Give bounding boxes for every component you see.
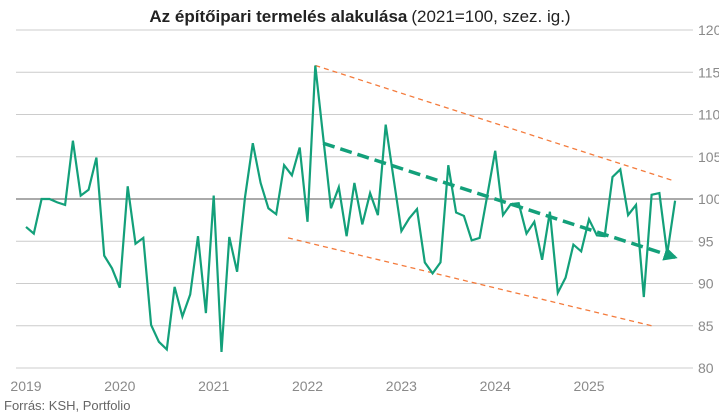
x-tick-label: 2020 bbox=[104, 378, 135, 394]
trend-arrow-line bbox=[322, 141, 678, 261]
y-tick-label: 105 bbox=[698, 149, 719, 165]
x-tick-label: 2022 bbox=[292, 378, 323, 394]
title-main: Az építőipari termelés alakulása bbox=[149, 7, 407, 26]
gridlines bbox=[16, 29, 693, 369]
y-tick-label: 95 bbox=[698, 233, 714, 249]
x-tick-label: 2024 bbox=[480, 378, 511, 394]
y-axis-ticks: 80 85 90 95 100 105 110 115 120 bbox=[698, 22, 719, 376]
y-tick-label: 120 bbox=[698, 22, 719, 38]
chart-title: Az építőipari termelés alakulása (2021=10… bbox=[149, 7, 570, 26]
y-tick-label: 115 bbox=[698, 64, 719, 80]
trend-lines bbox=[287, 64, 678, 327]
x-tick-label: 2025 bbox=[573, 378, 604, 394]
title-subtitle: (2021=100, szez. ig.) bbox=[411, 7, 570, 26]
x-tick-label: 2021 bbox=[198, 378, 229, 394]
series-line bbox=[25, 65, 677, 352]
y-tick-label: 90 bbox=[698, 276, 714, 292]
y-tick-label: 80 bbox=[698, 360, 714, 376]
channel-lower-line bbox=[287, 237, 652, 327]
y-tick-label: 85 bbox=[698, 318, 714, 334]
y-tick-label: 110 bbox=[698, 107, 719, 123]
y-tick-label: 100 bbox=[698, 191, 719, 207]
series bbox=[25, 65, 677, 352]
x-tick-label: 2023 bbox=[386, 378, 417, 394]
source-note: Forrás: KSH, Portfolio bbox=[4, 398, 130, 413]
x-axis-ticks: 2019 2020 2021 2022 2023 2024 2025 bbox=[10, 378, 604, 394]
x-tick-label: 2019 bbox=[10, 378, 41, 394]
channel-upper-line bbox=[315, 64, 676, 182]
